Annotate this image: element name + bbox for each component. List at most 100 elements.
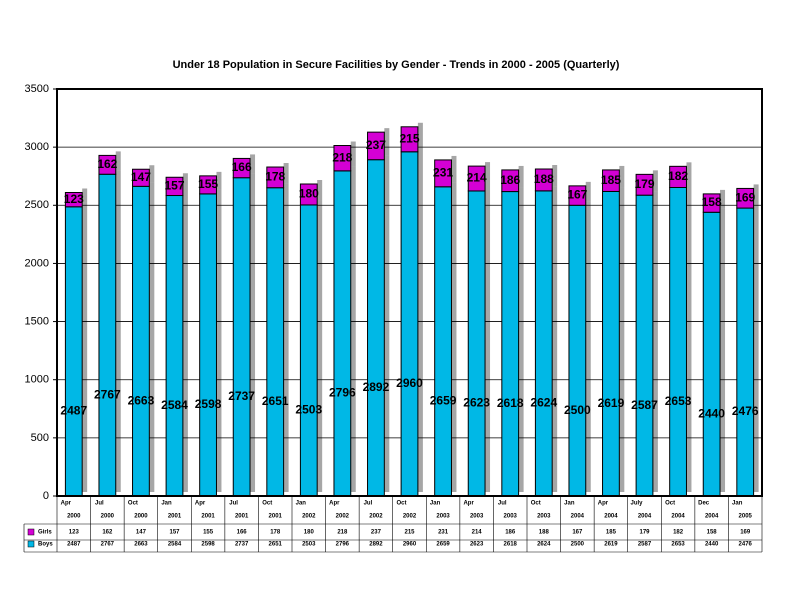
data-label: 178 [265,170,285,184]
table-value: 2737 [235,542,249,548]
bar-side [384,128,390,156]
data-label: 157 [164,179,184,193]
data-label: 2663 [128,393,155,407]
bar-side [182,173,188,192]
bar-side [652,170,658,192]
table-value: 167 [572,530,583,536]
bar [98,173,117,497]
table-value: 188 [539,530,550,536]
table-value: 2476 [739,542,753,548]
data-label: 180 [299,187,319,201]
legend-key [27,540,35,548]
data-label: 2487 [60,404,87,418]
x-tick-label: 2004 [604,514,618,520]
x-tick-label: 2003 [537,514,551,520]
bar [568,204,587,497]
data-label: 2584 [161,398,188,412]
x-tick-label: Jan [564,501,575,507]
x-tick-label: 2003 [470,514,484,520]
data-label: 2440 [698,406,725,420]
bar [568,185,587,206]
x-tick-label: Apr [61,501,72,507]
y-tick-label: 1000 [25,374,49,386]
x-tick-label: 2001 [168,514,182,520]
table-value: 2584 [168,542,182,548]
table-value: 123 [69,530,80,536]
bar [669,165,687,188]
bar-side [720,208,726,492]
bar [98,154,117,175]
data-label: 179 [634,177,654,191]
bar [534,190,553,497]
data-label: 185 [601,173,621,187]
table-value: 2503 [302,542,316,548]
table-value: 155 [203,530,214,536]
data-label: 2767 [94,387,121,401]
x-tick-label: Apr [329,501,340,507]
bar-side [552,186,558,493]
bar-side [753,184,759,205]
data-label: 2618 [497,396,524,410]
bar-side [485,162,491,187]
bar-side [115,151,121,171]
x-tick-label: Apr [598,501,609,507]
y-tick-label: 3000 [25,141,49,153]
data-label: 2587 [631,398,658,412]
x-tick-label: 2002 [336,514,350,520]
y-tick-label: 0 [43,490,49,502]
bar-side [720,189,726,209]
bar-side [686,183,692,492]
table-value: 2598 [201,542,215,548]
data-label: 231 [433,166,453,180]
bar-side [350,166,356,492]
table-value: 182 [673,530,684,536]
table-value: 180 [304,530,315,536]
data-label: 2659 [430,394,457,408]
data-label: 2619 [598,396,625,410]
table-value: 2653 [671,542,685,548]
data-label: 2598 [195,397,222,411]
table-value: 178 [270,530,281,536]
x-tick-label: Apr [463,501,474,507]
bar [165,176,184,197]
x-tick-label: 2000 [134,514,148,520]
x-tick-label: Dec [698,501,710,507]
bar-side [652,191,658,492]
x-tick-label: 2001 [235,514,249,520]
bar-side [686,162,692,184]
bar [434,159,452,188]
bar-side [384,155,390,492]
data-label: 186 [500,173,520,187]
bar-side [417,122,423,148]
x-tick-label: 2002 [403,514,417,520]
x-tick-label: Jul [229,501,238,507]
data-label: 218 [332,150,352,164]
table-value: 185 [606,530,617,536]
x-tick-label: 2000 [101,514,115,520]
bar [669,186,687,497]
data-label: 158 [702,195,722,209]
bar [232,157,251,179]
x-tick-label: 2004 [705,514,719,520]
table-value: 231 [438,530,449,536]
bar [64,191,83,208]
bar [64,206,83,497]
bar-side [149,182,155,492]
bar-side [451,182,457,493]
x-tick-label: Jan [430,501,441,507]
table-value: 2618 [504,542,518,548]
table-value: 2663 [134,542,148,548]
bar [333,170,352,497]
table-value: 2767 [101,542,115,548]
x-tick-label: 2004 [638,514,652,520]
data-label: 2503 [295,403,322,417]
data-label: 123 [64,192,84,206]
bar-side [283,163,289,184]
bar [367,159,385,497]
bar [467,190,486,497]
x-tick-label: 2004 [571,514,585,520]
bar [232,177,251,497]
bar [132,168,150,187]
bar-side [619,187,625,493]
